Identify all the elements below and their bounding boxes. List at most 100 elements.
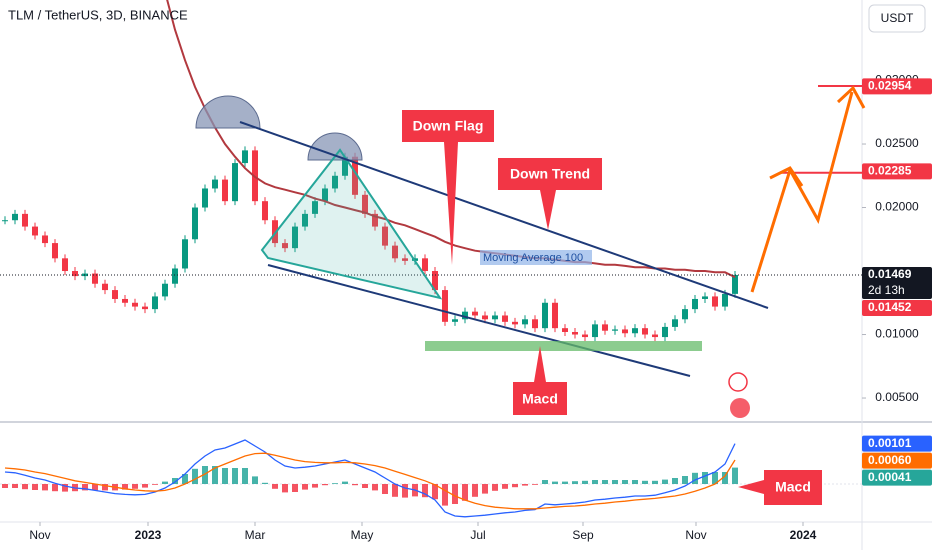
histogram-bar: [442, 484, 448, 506]
histogram-bar: [572, 481, 578, 484]
histogram-bar: [82, 484, 88, 491]
candle: [262, 201, 268, 221]
chart-title: TLM / TetherUS, 3D, BINANCE: [8, 7, 188, 22]
histogram-bar: [402, 484, 408, 498]
callout-text: Down Flag: [413, 118, 484, 134]
histogram-bar: [422, 484, 428, 498]
candle: [102, 283, 108, 291]
histogram-bar: [602, 480, 608, 484]
candle: [562, 328, 568, 332]
callout-text: Macd: [775, 479, 811, 495]
candle: [682, 309, 688, 320]
candle: [542, 302, 548, 329]
currency-label[interactable]: USDT: [881, 11, 914, 25]
histogram-bar: [32, 484, 38, 490]
candle: [732, 274, 738, 294]
histogram-bar: [722, 472, 728, 484]
candle: [222, 179, 228, 202]
price-badge: [862, 299, 932, 316]
price-badge-label: 0.01469: [868, 267, 912, 281]
candle: [422, 258, 428, 272]
histogram-bar: [492, 484, 498, 491]
candle: [392, 245, 398, 259]
price-badge: [862, 469, 932, 486]
histogram-bar: [22, 484, 28, 490]
moving-average-line: [166, 0, 736, 279]
macd-line: [4, 439, 736, 518]
x-tick-label: Jul: [470, 528, 485, 542]
candle: [502, 315, 508, 322]
candle: [132, 302, 138, 307]
x-tick-label: Sep: [572, 528, 594, 542]
histogram-bar: [282, 484, 288, 493]
candle: [632, 328, 638, 334]
lower-trendline: [267, 264, 691, 377]
histogram-bar: [212, 466, 218, 484]
histogram-bar: [532, 484, 538, 485]
histogram-bar: [342, 481, 348, 484]
y-tick-label: 0.00500: [875, 390, 919, 404]
candle: [652, 334, 658, 338]
currency-button[interactable]: [868, 4, 926, 33]
histogram-bar: [122, 484, 128, 490]
histogram-bar: [182, 474, 188, 484]
ma-label-bg: [480, 250, 592, 265]
price-badge-label: 0.00060: [868, 453, 912, 467]
histogram-bar: [152, 484, 158, 485]
histogram-bar: [592, 480, 598, 484]
candle: [552, 302, 558, 329]
candle: [362, 194, 368, 214]
histogram-bar: [712, 472, 718, 484]
histogram-bar: [132, 484, 138, 489]
histogram-bar: [322, 484, 328, 486]
histogram-bar: [332, 483, 338, 484]
histogram-bar: [2, 484, 8, 488]
histogram-bar: [462, 484, 468, 501]
candle: [42, 235, 48, 244]
callout: [513, 346, 567, 415]
candle: [12, 213, 18, 221]
histogram-bar: [272, 484, 278, 489]
histogram-bar: [302, 484, 308, 490]
histogram-bar: [472, 484, 478, 497]
candle: [122, 298, 128, 303]
candle: [32, 226, 38, 236]
y-tick-label: 0.02500: [875, 136, 919, 150]
event-icon: [730, 398, 750, 418]
candle: [382, 226, 388, 246]
candle: [2, 220, 8, 222]
price-badge-countdown: 2d 13h: [868, 283, 905, 297]
callout: [402, 110, 494, 265]
candle: [462, 311, 468, 320]
histogram-bar: [632, 480, 638, 484]
arrow-head: [769, 166, 804, 187]
price-badge-label: 0.02954: [868, 79, 912, 93]
price-badge-label: 0.00041: [868, 470, 912, 484]
histogram-bar: [312, 484, 318, 488]
callout: [738, 470, 822, 505]
candle: [182, 239, 188, 269]
x-tick-label: 2024: [790, 528, 817, 542]
candle: [212, 179, 218, 189]
support-zone: [425, 341, 702, 351]
histogram-bar: [12, 484, 18, 488]
head-shape: [307, 132, 363, 161]
histogram-bar: [652, 480, 658, 484]
histogram-bar: [512, 484, 518, 488]
histogram-bar: [162, 481, 168, 484]
histogram-bar: [482, 484, 488, 494]
price-badge: [862, 435, 932, 452]
candle: [612, 329, 618, 331]
candle: [602, 324, 608, 331]
histogram-bar: [232, 468, 238, 484]
y-tick-label: 0.02000: [875, 200, 919, 214]
event-icon: [728, 372, 748, 392]
candle: [62, 258, 68, 272]
candle: [402, 258, 408, 261]
candle: [592, 324, 598, 338]
histogram-bar: [262, 482, 268, 484]
candle: [302, 213, 308, 227]
candle: [642, 328, 648, 335]
